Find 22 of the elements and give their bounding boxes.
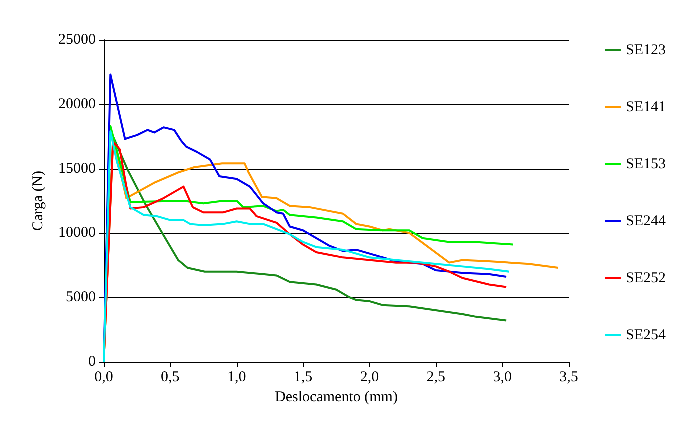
legend-label: SE123 (626, 42, 666, 58)
x-tick-label: 0,0 (94, 370, 114, 386)
legend-label: SE153 (626, 156, 666, 172)
y-tick-label: 15000 (58, 160, 96, 177)
y-tick-label: 5000 (66, 290, 96, 306)
x-axis-title: Deslocamento (mm) (275, 389, 398, 406)
y-axis-title: Carga (N) (30, 170, 46, 232)
legend-label: SE141 (626, 100, 666, 116)
y-tick-label: 10000 (58, 225, 96, 242)
x-tick-label: 3,5 (560, 370, 578, 386)
x-tick-label: 2,0 (360, 370, 380, 386)
y-tick-label: 20000 (58, 96, 96, 112)
legend-label: SE252 (626, 270, 666, 286)
x-tick-label: 3,0 (493, 370, 512, 386)
x-tick-label: 0,5 (161, 370, 180, 386)
x-tick-label: 1,5 (294, 370, 313, 386)
legend-label: SE254 (626, 328, 666, 344)
y-tick-label: 0 (88, 354, 96, 370)
x-tick-label: 1,0 (227, 370, 246, 386)
legend-label: SE244 (626, 214, 666, 230)
y-tick-label: 25000 (58, 32, 96, 48)
x-tick-label: 2,5 (426, 370, 446, 386)
